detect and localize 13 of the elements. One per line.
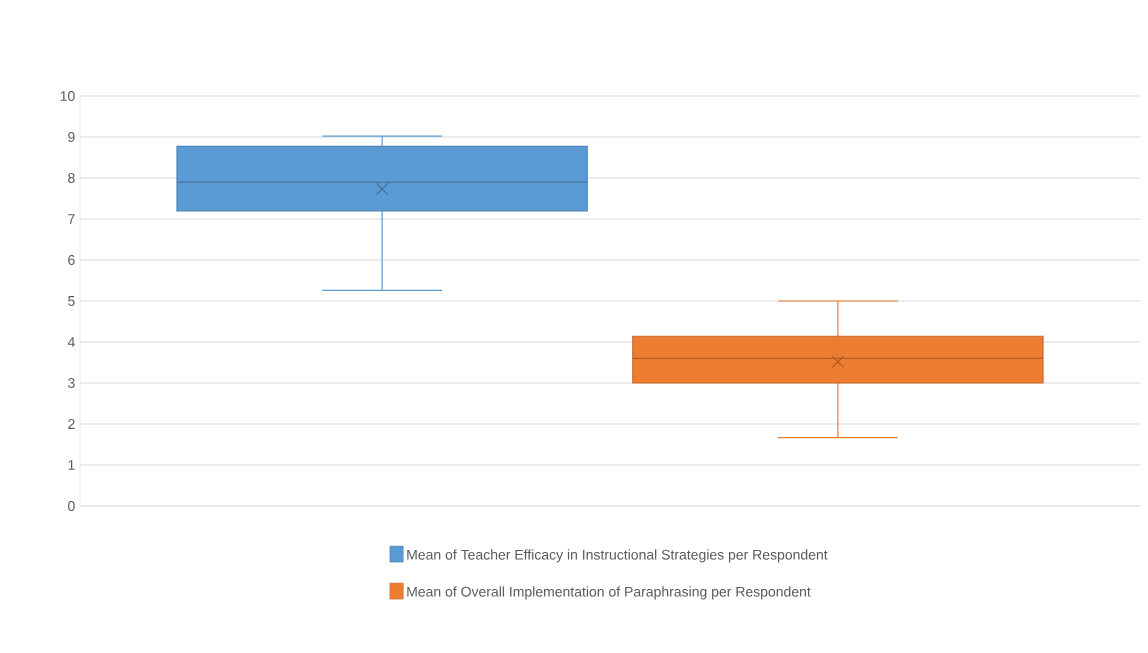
y-tick-label: 9 — [68, 131, 75, 142]
y-tick-label: 1 — [68, 460, 75, 470]
y-tick-label: 5 — [68, 295, 75, 306]
y-tick-label: 4 — [67, 337, 75, 347]
legend-label: Mean of Teacher Efficacy in Instructional Strategies per Respondent — [407, 549, 828, 563]
y-tick-label: 7 — [68, 214, 75, 224]
y-tick-label: 10 — [60, 90, 75, 101]
y-tick-label: 2 — [68, 418, 75, 429]
y-tick-label: 8 — [68, 172, 75, 183]
legend-label: Mean of Overall Implementation of Paraphrasing per Respondent — [407, 586, 811, 600]
y-tick-label: 3 — [68, 377, 75, 388]
y-tick-label: 6 — [68, 254, 75, 265]
y-tick-label: 0 — [68, 500, 75, 511]
